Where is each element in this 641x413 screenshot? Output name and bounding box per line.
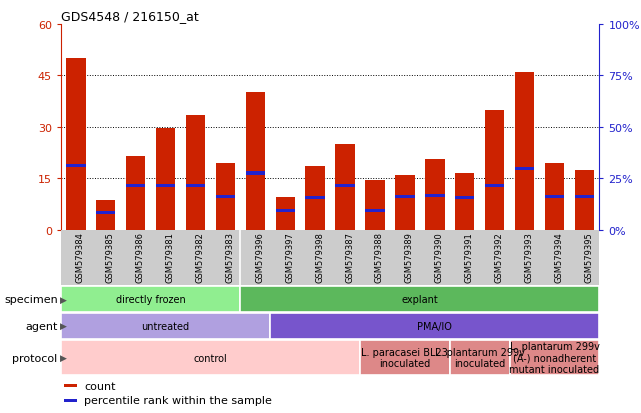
Text: GSM579397: GSM579397 xyxy=(285,232,294,282)
Text: GSM579393: GSM579393 xyxy=(524,232,533,282)
Bar xyxy=(63,399,77,402)
Bar xyxy=(545,163,564,230)
Bar xyxy=(276,197,295,230)
Text: specimen: specimen xyxy=(4,294,58,304)
Text: GSM579384: GSM579384 xyxy=(76,232,85,282)
Bar xyxy=(186,116,205,230)
Text: ▶: ▶ xyxy=(60,295,67,304)
Bar xyxy=(126,184,146,188)
Text: agent: agent xyxy=(25,321,58,331)
Bar xyxy=(485,184,504,188)
Bar xyxy=(240,287,599,312)
Text: GSM579382: GSM579382 xyxy=(196,232,204,282)
Text: ▶: ▶ xyxy=(60,353,67,362)
Bar xyxy=(365,209,385,212)
Text: GSM579387: GSM579387 xyxy=(345,232,354,282)
Text: L. plantarum 299v
(A-) nonadherent
mutant inoculated: L. plantarum 299v (A-) nonadherent mutan… xyxy=(510,341,599,374)
Text: GSM579394: GSM579394 xyxy=(554,232,563,282)
Text: GSM579398: GSM579398 xyxy=(315,232,324,282)
Text: count: count xyxy=(84,381,115,391)
Bar xyxy=(61,313,271,339)
Bar xyxy=(156,129,176,230)
Bar xyxy=(156,184,176,188)
Bar xyxy=(186,184,205,188)
Bar xyxy=(335,145,355,230)
Bar xyxy=(61,341,360,375)
Bar xyxy=(395,175,415,230)
Bar xyxy=(61,287,240,312)
Bar xyxy=(306,167,325,230)
Bar xyxy=(450,341,510,375)
Bar xyxy=(575,196,594,199)
Text: ▶: ▶ xyxy=(60,322,67,330)
Bar xyxy=(360,341,450,375)
Bar xyxy=(63,384,77,387)
Text: GSM579395: GSM579395 xyxy=(585,232,594,282)
Text: explant: explant xyxy=(401,294,438,304)
Bar xyxy=(365,180,385,230)
Text: GSM579389: GSM579389 xyxy=(405,232,414,282)
Bar xyxy=(485,110,504,230)
Text: GSM579383: GSM579383 xyxy=(226,232,235,282)
Bar xyxy=(246,93,265,230)
Bar xyxy=(575,170,594,230)
Bar xyxy=(395,196,415,199)
Bar xyxy=(510,341,599,375)
Text: untreated: untreated xyxy=(142,321,190,331)
Text: GSM579391: GSM579391 xyxy=(465,232,474,282)
Bar xyxy=(96,211,115,214)
Text: control: control xyxy=(194,353,228,363)
Text: PMA/IO: PMA/IO xyxy=(417,321,453,331)
Text: GSM579381: GSM579381 xyxy=(165,232,174,282)
Text: protocol: protocol xyxy=(12,353,58,363)
Bar xyxy=(276,209,295,212)
Text: L. paracasei BL23
inoculated: L. paracasei BL23 inoculated xyxy=(362,347,448,368)
Bar xyxy=(335,184,355,188)
Bar xyxy=(545,196,564,199)
Bar xyxy=(515,168,535,171)
Bar xyxy=(455,173,474,230)
Text: GDS4548 / 216150_at: GDS4548 / 216150_at xyxy=(61,10,199,23)
Text: GSM579392: GSM579392 xyxy=(495,232,504,282)
Text: GSM579388: GSM579388 xyxy=(375,232,384,282)
Bar xyxy=(306,197,325,200)
Text: L. plantarum 299v
inoculated: L. plantarum 299v inoculated xyxy=(435,347,524,368)
Text: GSM579386: GSM579386 xyxy=(136,232,145,282)
Bar xyxy=(215,163,235,230)
Bar xyxy=(455,197,474,200)
Bar xyxy=(425,160,445,230)
Bar xyxy=(126,157,146,230)
Text: directly frozen: directly frozen xyxy=(116,294,185,304)
Bar xyxy=(96,201,115,230)
Bar xyxy=(66,165,86,168)
Text: GSM579390: GSM579390 xyxy=(435,232,444,282)
Text: GSM579385: GSM579385 xyxy=(106,232,115,282)
Bar xyxy=(246,172,265,175)
Bar xyxy=(215,196,235,199)
Text: GSM579396: GSM579396 xyxy=(255,232,264,282)
Bar xyxy=(425,195,445,198)
Text: percentile rank within the sample: percentile rank within the sample xyxy=(84,396,272,406)
Bar xyxy=(515,73,535,230)
Bar xyxy=(66,59,86,230)
Bar xyxy=(271,313,599,339)
